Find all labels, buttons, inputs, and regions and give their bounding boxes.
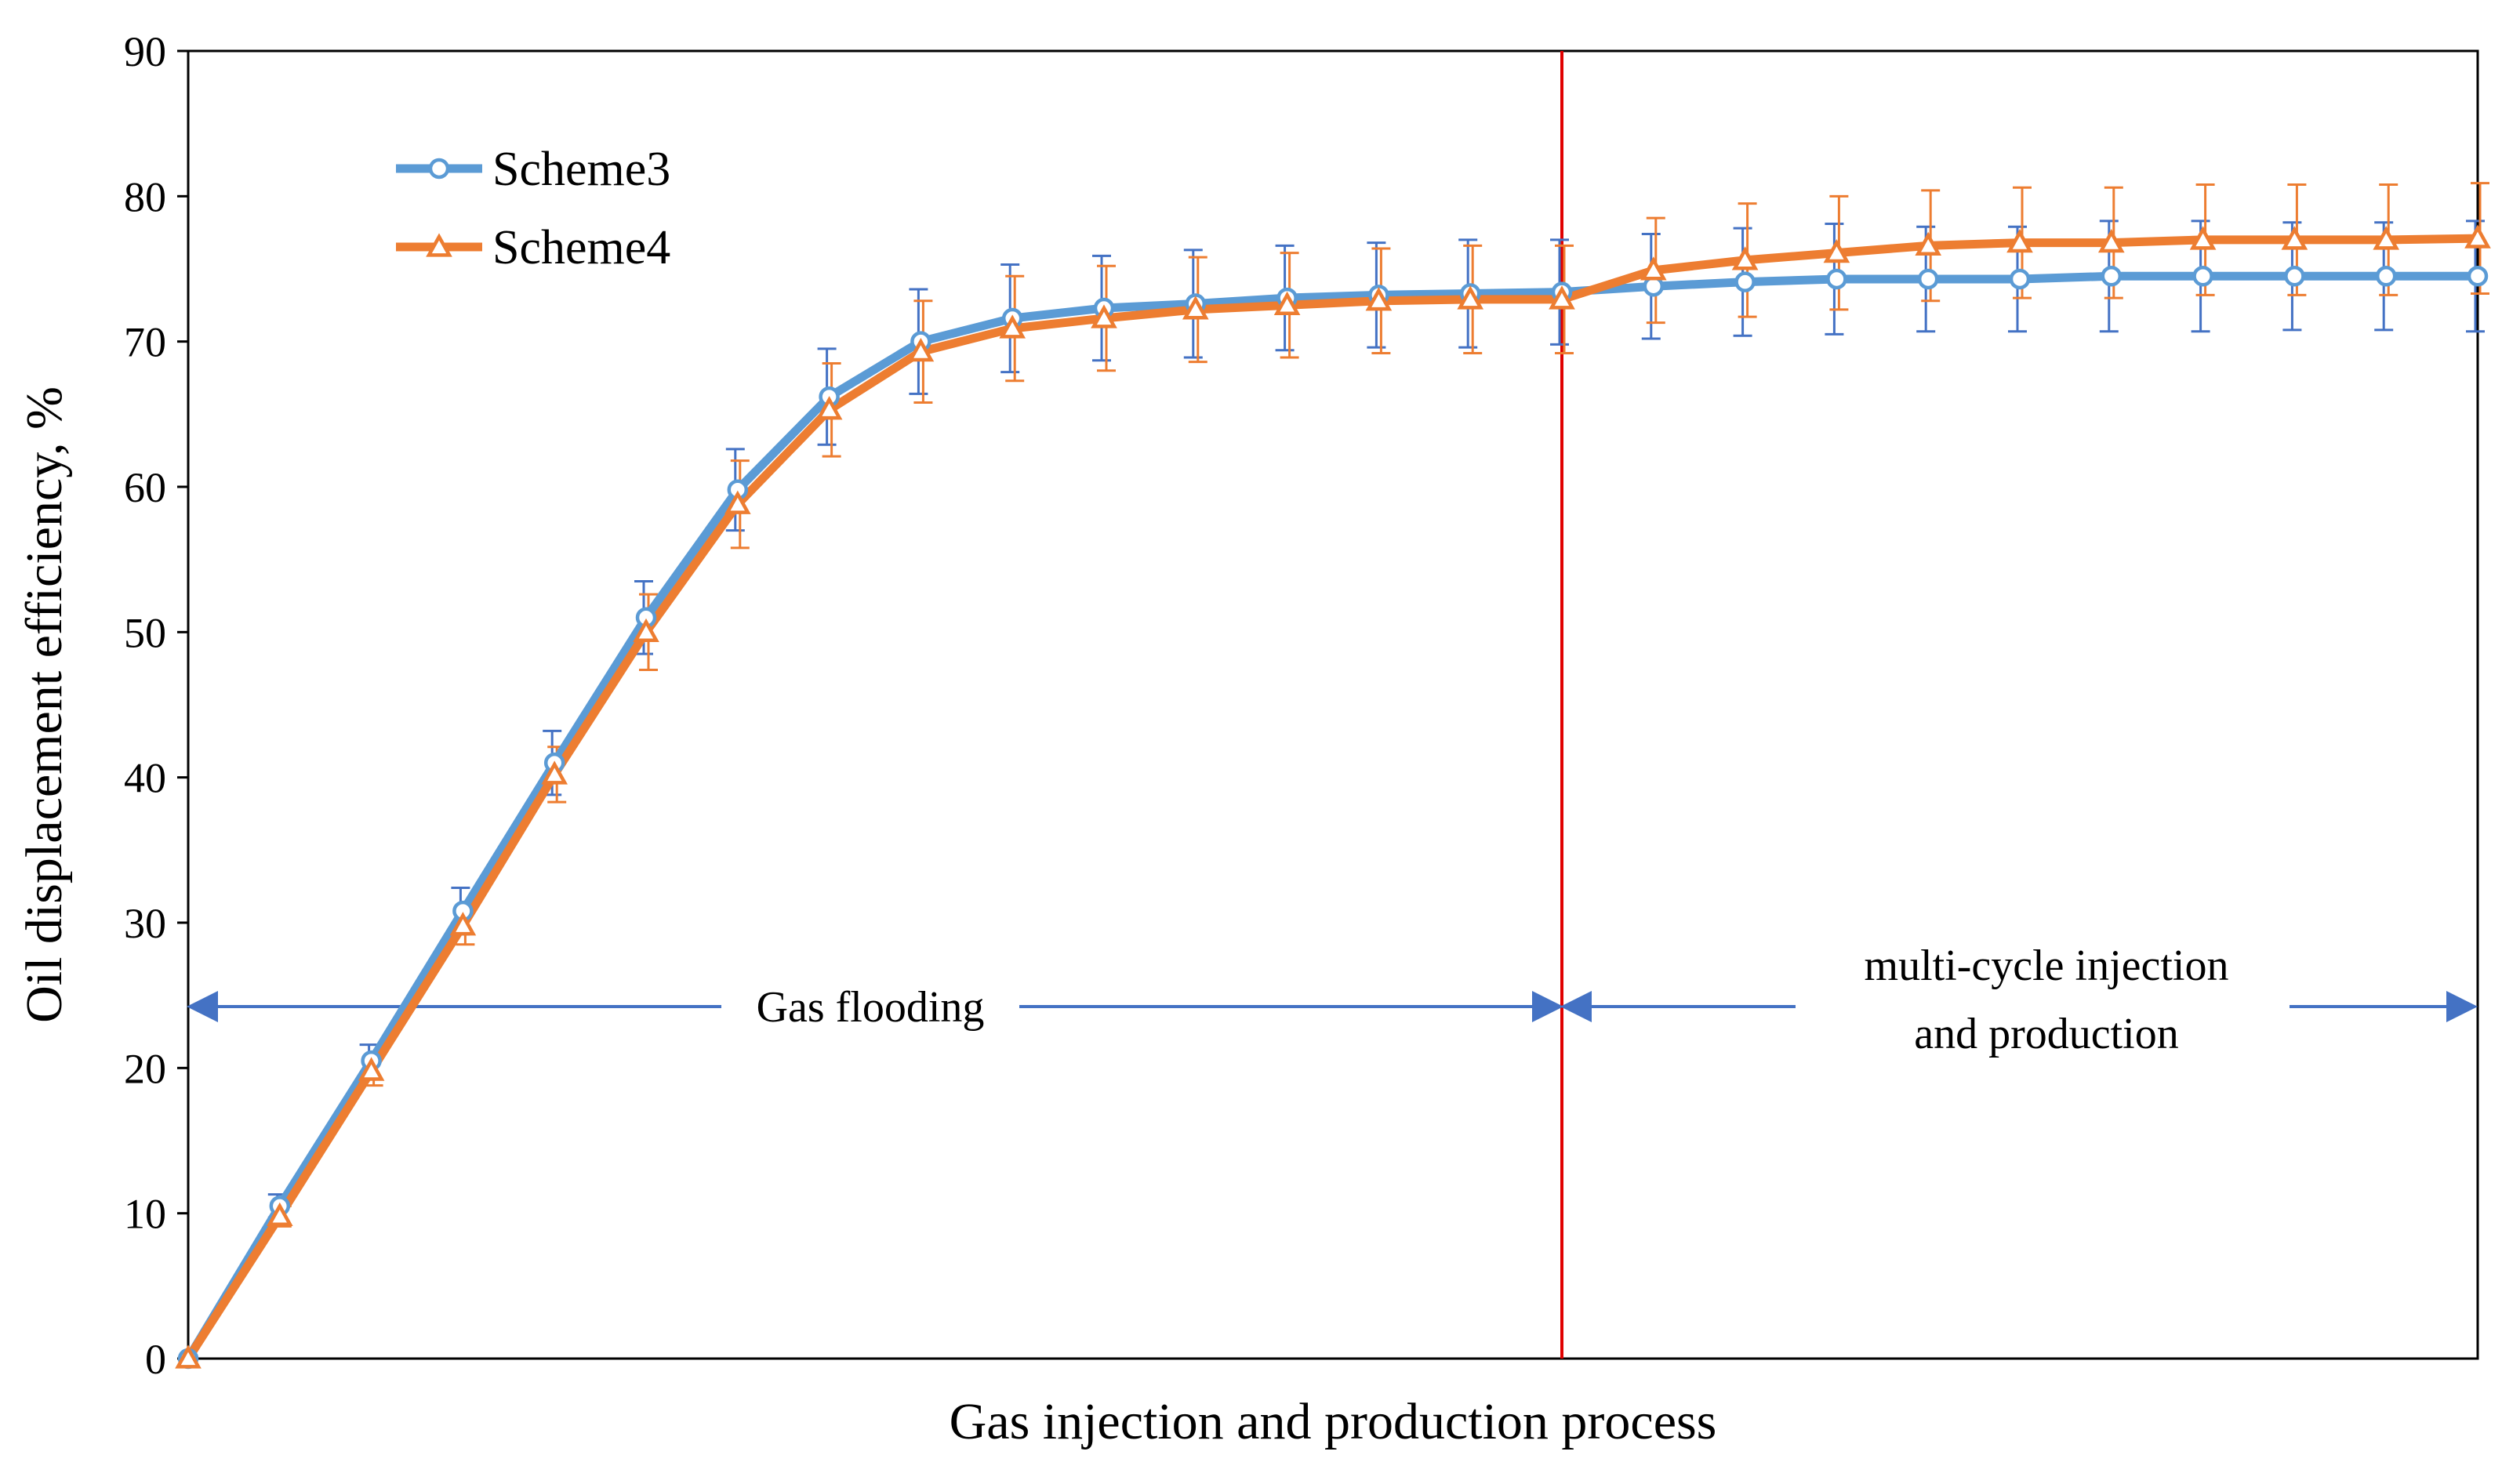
point-scheme4 bbox=[2006, 229, 2033, 253]
point-scheme4 bbox=[449, 912, 477, 936]
point-scheme4 bbox=[541, 760, 568, 785]
point-scheme4 bbox=[1365, 287, 1393, 311]
y-tick-label: 70 bbox=[124, 319, 166, 366]
point-scheme4 bbox=[2373, 226, 2400, 250]
y-axis-title: Oil displacement efficiency, % bbox=[16, 386, 73, 1023]
point-scheme4 bbox=[633, 618, 659, 642]
legend-marker-scheme4 bbox=[426, 233, 452, 257]
point-scheme3 bbox=[1643, 275, 1665, 297]
legend-label-scheme3: Scheme3 bbox=[492, 143, 670, 196]
point-scheme4 bbox=[1915, 231, 1942, 256]
x-axis-title: Gas injection and production process bbox=[950, 1393, 1717, 1450]
point-scheme3 bbox=[2192, 266, 2213, 287]
point-scheme4 bbox=[175, 1344, 202, 1369]
y-tick-label: 80 bbox=[124, 173, 166, 220]
point-scheme4 bbox=[1273, 291, 1301, 315]
y-tick-label: 20 bbox=[124, 1045, 166, 1092]
point-scheme4 bbox=[358, 1057, 385, 1081]
point-scheme4 bbox=[1457, 285, 1484, 310]
series-line-scheme3 bbox=[183, 271, 2482, 1363]
point-scheme3 bbox=[2284, 266, 2305, 287]
y-tick-label: 90 bbox=[124, 28, 166, 75]
point-scheme4 bbox=[1640, 256, 1667, 281]
phase2-label-line1: multi-cycle injection bbox=[1865, 942, 2229, 990]
phase2-label-line2: and production bbox=[1914, 1010, 2178, 1058]
legend-marker-scheme3 bbox=[428, 158, 450, 180]
point-scheme4 bbox=[907, 338, 935, 362]
point-scheme4 bbox=[1731, 246, 1759, 270]
point-scheme4 bbox=[2189, 226, 2217, 250]
y-tick-label: 60 bbox=[124, 464, 166, 511]
y-tick-label: 0 bbox=[145, 1336, 166, 1383]
point-scheme3 bbox=[2467, 266, 2489, 287]
y-tick-label: 40 bbox=[124, 755, 166, 802]
point-scheme4 bbox=[2464, 224, 2491, 249]
y-tick-label: 10 bbox=[124, 1191, 166, 1238]
y-tick-label: 50 bbox=[124, 609, 166, 656]
point-scheme4 bbox=[815, 396, 843, 420]
point-scheme4 bbox=[999, 314, 1026, 339]
point-scheme3 bbox=[1734, 271, 1756, 292]
point-scheme4 bbox=[1823, 238, 1850, 263]
point-scheme3 bbox=[1917, 268, 1939, 290]
y-tick-label: 30 bbox=[124, 900, 166, 947]
series-line-scheme4 bbox=[183, 234, 2482, 1363]
phase1-label: Gas flooding bbox=[757, 983, 985, 1032]
point-scheme4 bbox=[2281, 226, 2308, 250]
legend-label-scheme4: Scheme4 bbox=[492, 221, 670, 274]
point-scheme3 bbox=[2375, 266, 2397, 287]
point-scheme4 bbox=[266, 1202, 293, 1227]
point-scheme4 bbox=[2097, 229, 2125, 253]
point-scheme3 bbox=[2009, 268, 2031, 290]
point-scheme4 bbox=[1091, 304, 1117, 328]
point-scheme3 bbox=[2101, 266, 2123, 287]
point-scheme4 bbox=[1549, 285, 1575, 310]
point-scheme4 bbox=[1182, 296, 1209, 320]
point-scheme4 bbox=[724, 490, 751, 514]
plot-frame bbox=[187, 49, 2479, 1360]
point-scheme3 bbox=[1826, 268, 1847, 290]
